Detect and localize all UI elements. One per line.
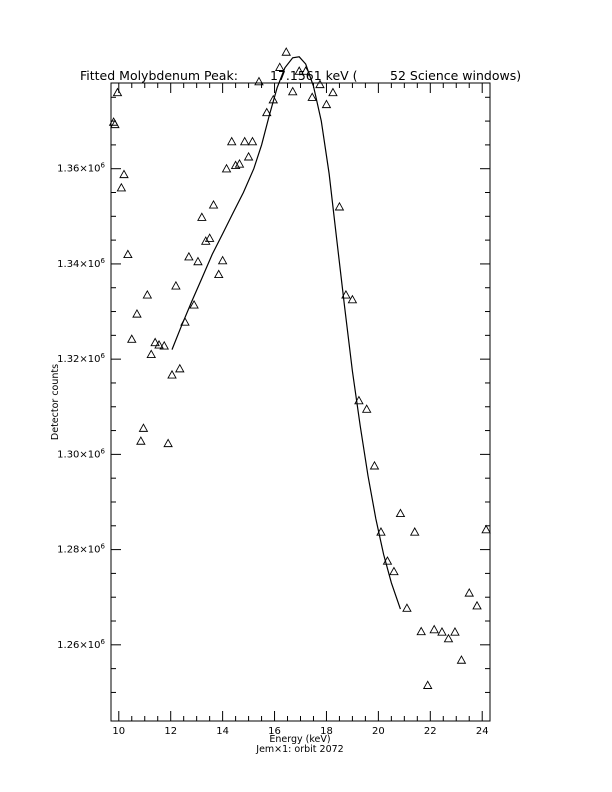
data-point	[146, 349, 157, 359]
y-tick-label: 1.32×106	[57, 352, 105, 365]
data-point	[300, 66, 311, 75]
x-tick-label: 22	[424, 726, 437, 737]
fit-curve-group	[171, 56, 401, 610]
data-point	[464, 587, 474, 597]
data-point	[123, 249, 133, 259]
x-axis-label: Energy (keV)	[269, 734, 330, 745]
data-point	[150, 337, 160, 347]
data-point	[395, 508, 406, 518]
data-point	[409, 527, 420, 536]
data-point	[376, 527, 386, 536]
axis-ticks: 10 12 14 16 18 20 22 24 1.26×106 1.28×106 1.30×106…	[57, 83, 490, 737]
data-point	[132, 308, 142, 318]
data-point	[142, 289, 153, 299]
data-point	[138, 423, 149, 432]
data-point	[437, 627, 447, 636]
data-point	[281, 47, 291, 56]
data-point	[416, 626, 426, 636]
data-point	[315, 79, 325, 89]
x-tick-label: 14	[216, 726, 229, 737]
chart-title-left: Fitted Molybdenum Peak:	[80, 68, 238, 83]
data-point	[402, 603, 412, 612]
data-point	[163, 438, 173, 448]
data-point	[481, 524, 491, 534]
fit-curve	[171, 56, 401, 610]
data-points	[108, 47, 491, 689]
x-tick-label: 24	[476, 726, 489, 737]
data-point	[369, 460, 380, 470]
chart-title-right: 52 Science windows)	[390, 68, 521, 83]
y-tick-label: 1.30×106	[57, 447, 105, 460]
data-point	[321, 99, 332, 109]
data-point	[261, 107, 272, 117]
data-point	[110, 119, 120, 129]
data-point	[112, 87, 123, 97]
data-point	[354, 395, 364, 405]
data-point	[154, 339, 164, 349]
data-point	[239, 136, 250, 146]
data-point	[200, 236, 211, 245]
data-point	[334, 201, 345, 211]
x-tick-label: 10	[112, 726, 125, 737]
data-point	[443, 633, 454, 643]
x-tick-label: 20	[372, 726, 385, 737]
y-tick-label: 1.28×106	[57, 543, 105, 556]
data-point	[171, 280, 181, 290]
x-tick-label: 12	[164, 726, 177, 737]
data-point	[213, 269, 224, 279]
data-point	[180, 317, 190, 326]
data-point	[361, 404, 372, 413]
data-point	[193, 256, 203, 266]
footer-label: Jem×1: orbit 2072	[255, 744, 343, 755]
data-point	[167, 369, 177, 379]
y-tick-label: 1.36×106	[57, 162, 105, 175]
data-point	[136, 436, 146, 445]
data-point	[341, 289, 351, 299]
data-point	[234, 159, 245, 168]
data-point	[328, 87, 338, 97]
y-axis-label: Detector counts	[50, 364, 61, 440]
data-point	[287, 86, 298, 96]
chart-title-value: 17.1561 keV (	[270, 68, 358, 83]
data-point	[208, 199, 219, 209]
y-tick-label: 1.34×106	[57, 257, 105, 270]
data-point	[247, 136, 258, 146]
data-point	[450, 627, 460, 636]
data-point	[429, 624, 439, 634]
y-tick-label: 1.26×106	[57, 638, 105, 651]
x-tick-label: 16	[268, 726, 281, 737]
data-point	[204, 233, 215, 242]
data-point	[472, 600, 482, 610]
data-point	[422, 680, 433, 689]
data-point	[347, 294, 358, 304]
data-point	[243, 151, 254, 161]
data-point	[159, 340, 169, 350]
data-point	[274, 62, 285, 71]
data-point	[230, 160, 241, 170]
data-point	[217, 255, 228, 265]
data-point	[268, 94, 279, 104]
data-point	[189, 299, 199, 309]
data-point	[221, 163, 232, 173]
data-point	[116, 182, 127, 192]
data-point	[254, 76, 264, 86]
data-point	[456, 655, 467, 664]
data-point	[119, 169, 129, 179]
x-tick-label: 18	[320, 726, 333, 737]
data-point	[389, 566, 399, 576]
data-point	[175, 363, 185, 373]
data-point	[226, 136, 237, 146]
data-point	[307, 92, 317, 101]
data-point	[294, 66, 304, 75]
data-point	[382, 556, 393, 565]
data-point	[184, 251, 194, 261]
data-point	[197, 212, 207, 221]
data-point	[127, 334, 137, 343]
